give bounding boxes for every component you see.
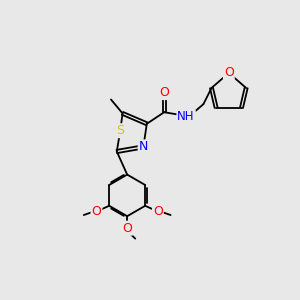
Text: S: S (116, 124, 124, 137)
Text: O: O (159, 86, 169, 99)
Text: O: O (153, 205, 163, 218)
Text: NH: NH (177, 110, 195, 123)
Text: N: N (139, 140, 148, 153)
Text: O: O (122, 222, 132, 235)
Text: O: O (92, 205, 101, 218)
Text: O: O (224, 67, 234, 80)
